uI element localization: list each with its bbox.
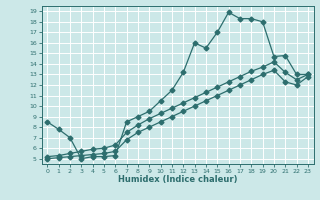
X-axis label: Humidex (Indice chaleur): Humidex (Indice chaleur) — [118, 175, 237, 184]
